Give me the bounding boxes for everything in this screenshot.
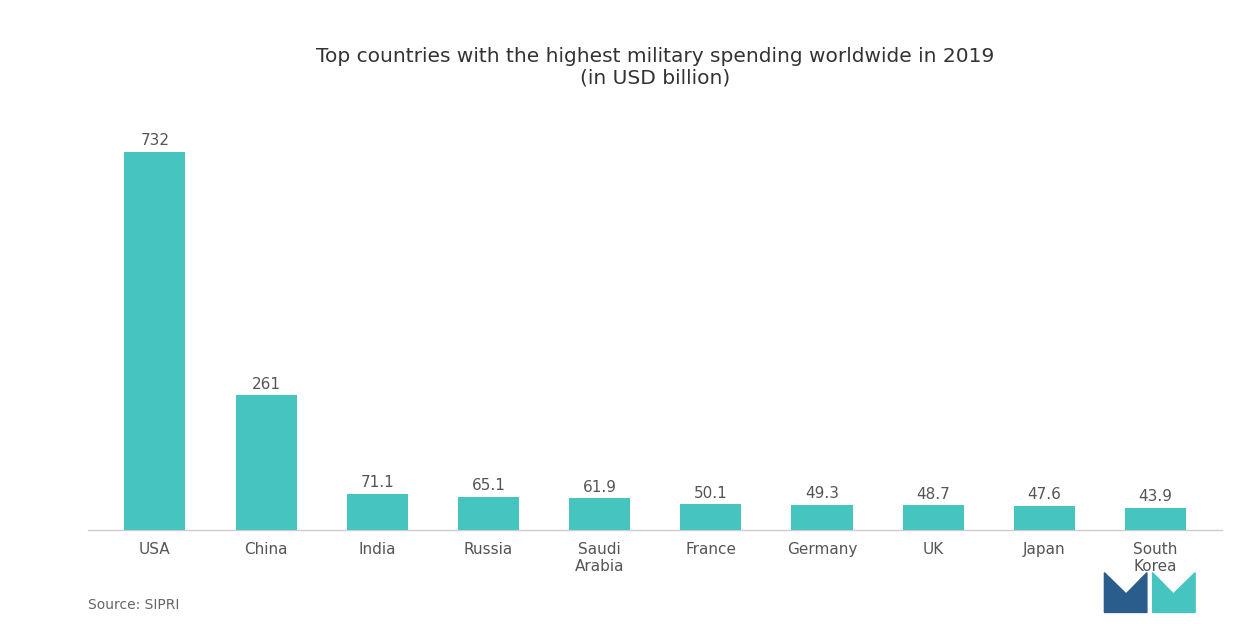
Bar [125,152,185,530]
Bar [346,494,408,530]
Bar [570,499,630,530]
Bar [1125,508,1186,530]
Polygon shape [1104,573,1147,613]
Text: 261: 261 [252,377,281,392]
Text: 50.1: 50.1 [694,486,728,501]
Text: 48.7: 48.7 [916,487,950,502]
Title: Top countries with the highest military spending worldwide in 2019
(in USD billi: Top countries with the highest military … [316,47,994,88]
Bar [236,396,296,530]
Text: Source: SIPRI: Source: SIPRI [88,598,180,612]
Text: 61.9: 61.9 [582,480,616,495]
Text: 65.1: 65.1 [471,478,505,493]
Bar [1014,506,1075,530]
Polygon shape [1153,573,1196,613]
Bar [791,505,853,530]
Text: 732: 732 [140,133,169,148]
Text: 47.6: 47.6 [1027,487,1061,502]
Text: 43.9: 43.9 [1139,489,1173,504]
Bar [902,505,964,530]
Bar [457,497,519,530]
Text: 71.1: 71.1 [360,475,394,490]
Text: 49.3: 49.3 [805,486,839,501]
Bar [680,504,741,530]
